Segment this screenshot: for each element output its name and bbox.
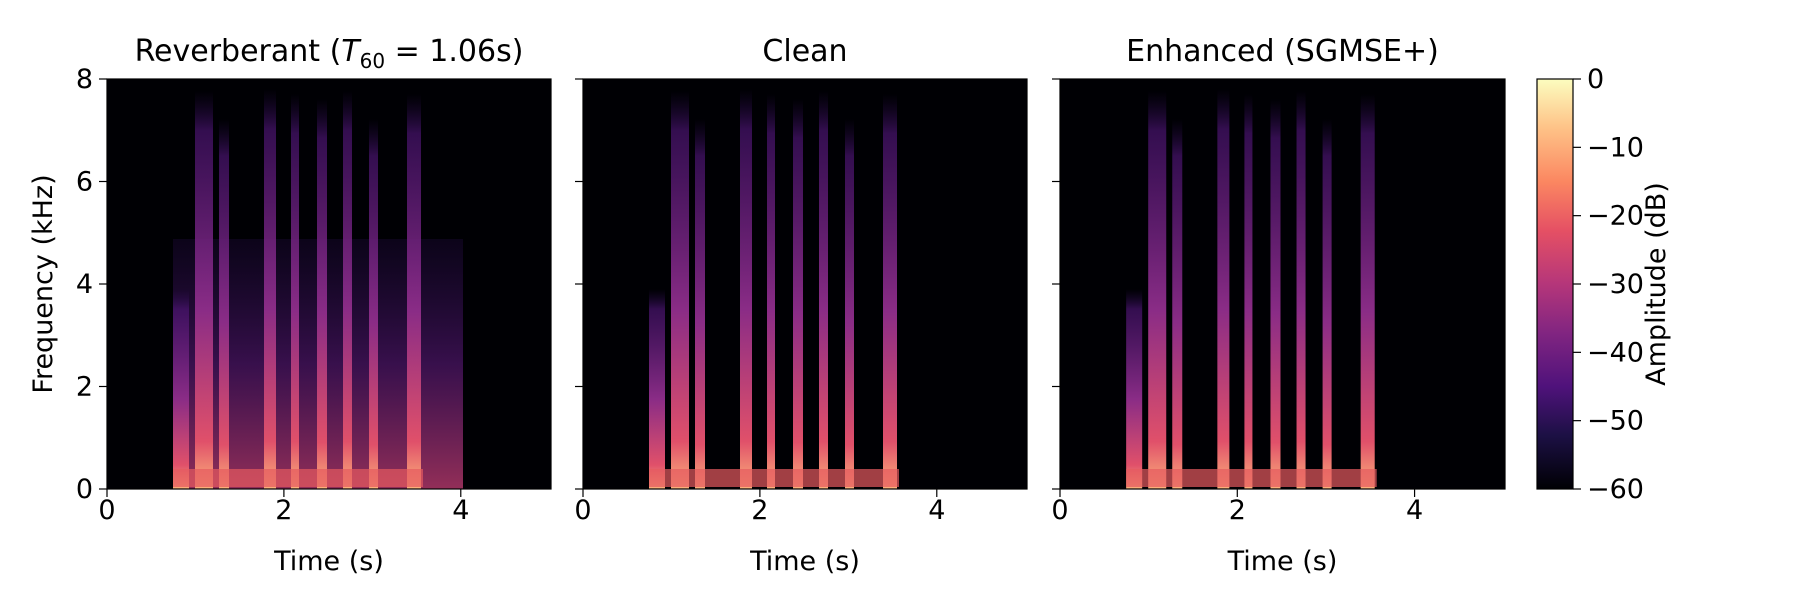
spectrogram-image bbox=[173, 89, 463, 489]
y-tick-label: 2 bbox=[76, 372, 93, 403]
x-tick-label: 2 bbox=[275, 495, 292, 526]
x-axis-label: Time (s) bbox=[749, 546, 860, 577]
y-tick-label: 4 bbox=[76, 269, 93, 300]
x-tick-label: 0 bbox=[574, 495, 591, 526]
colorbar bbox=[1536, 78, 1574, 490]
x-axis-label: Time (s) bbox=[273, 546, 384, 577]
title-part: 60 bbox=[360, 49, 385, 73]
panel-title: Clean bbox=[762, 34, 847, 69]
colorbar-tick-label: −20 bbox=[1587, 201, 1644, 232]
x-tick-label: 4 bbox=[452, 495, 469, 526]
x-tick-label: 4 bbox=[1406, 495, 1423, 526]
y-tick-label: 0 bbox=[76, 474, 93, 505]
x-axis-label: Time (s) bbox=[1227, 546, 1338, 577]
colorbar-tick-label: −40 bbox=[1587, 337, 1644, 368]
x-tick-label: 2 bbox=[1229, 495, 1246, 526]
title-part: Reverberant ( bbox=[135, 34, 342, 69]
colorbar-tick-label: −30 bbox=[1587, 269, 1644, 300]
title-part: T bbox=[341, 34, 362, 69]
x-tick-label: 0 bbox=[98, 495, 115, 526]
x-tick-label: 4 bbox=[928, 495, 945, 526]
x-tick-label: 0 bbox=[1051, 495, 1068, 526]
y-tick-label: 8 bbox=[76, 64, 93, 95]
title-part: = 1.06s) bbox=[385, 34, 523, 69]
panel-title: Reverberant (T60 = 1.06s) bbox=[135, 34, 524, 73]
x-tick-label: 2 bbox=[751, 495, 768, 526]
y-tick-label: 6 bbox=[76, 167, 93, 198]
panel-title: Enhanced (SGMSE+) bbox=[1126, 34, 1439, 69]
colorbar-tick-label: −60 bbox=[1587, 474, 1644, 505]
colorbar-tick-label: −10 bbox=[1587, 132, 1644, 163]
colorbar-tick-label: −50 bbox=[1587, 406, 1644, 437]
colorbar-label: Amplitude (dB) bbox=[1641, 182, 1672, 386]
colorbar-tick-label: 0 bbox=[1587, 64, 1604, 95]
y-axis-label: Frequency (kHz) bbox=[28, 174, 59, 393]
